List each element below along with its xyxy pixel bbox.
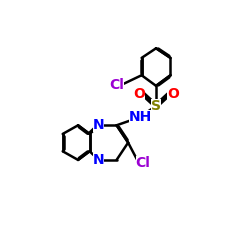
- Text: Cl: Cl: [109, 78, 124, 92]
- Text: Cl: Cl: [136, 156, 150, 170]
- Text: NH: NH: [129, 110, 152, 124]
- Text: O: O: [168, 88, 179, 102]
- Text: N: N: [93, 153, 104, 167]
- Text: S: S: [151, 99, 161, 113]
- Text: N: N: [93, 118, 104, 132]
- Text: O: O: [133, 88, 145, 102]
